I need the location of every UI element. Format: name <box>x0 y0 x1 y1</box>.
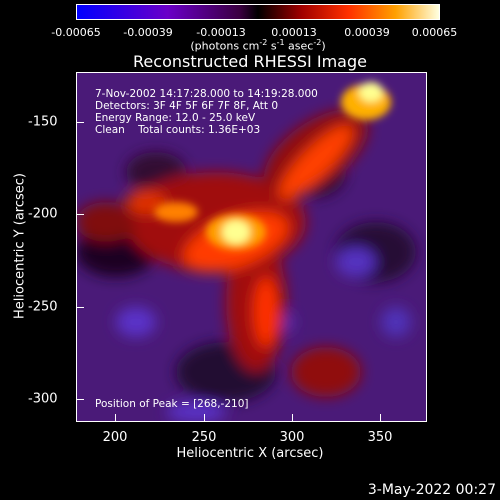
x-tick-label: 300 <box>279 430 305 445</box>
colorbar-tick-label: -0.00065 <box>51 26 101 39</box>
y-tick <box>76 214 84 215</box>
y-tick-label: -300 <box>28 391 58 407</box>
y-tick <box>76 307 84 308</box>
clean-counts-text: Clean Total counts: 1.36E+03 <box>95 124 261 136</box>
x-tick <box>380 414 381 422</box>
colorbar <box>76 4 440 20</box>
colorbar-tick-label: 0.00013 <box>271 26 317 39</box>
x-tick <box>292 414 293 422</box>
datestamp: 3-May-2022 00:27 <box>367 482 496 498</box>
x-axis-label: Heliocentric X (arcsec) <box>176 446 324 461</box>
rhessi-image <box>76 72 427 422</box>
peak-position-text: Position of Peak = [268,-210] <box>95 398 249 410</box>
x-tick-label: 350 <box>367 430 393 445</box>
energy-range-text: Energy Range: 12.0 - 25.0 keV <box>95 112 256 124</box>
colorbar-tick-label: -0.00039 <box>123 26 173 39</box>
x-tick-label: 250 <box>191 430 217 445</box>
y-tick <box>76 122 84 123</box>
colorbar-tick-label: 0.00039 <box>344 26 390 39</box>
y-axis-label: Heliocentric Y (arcsec) <box>12 173 28 319</box>
detectors-text: Detectors: 3F 4F 5F 6F 7F 8F, Att 0 <box>95 100 279 112</box>
y-tick-label: -200 <box>28 206 58 222</box>
colorbar-tick-label: -0.00013 <box>196 26 246 39</box>
x-tick <box>204 414 205 422</box>
y-tick-label: -150 <box>28 114 58 130</box>
x-tick <box>115 414 116 422</box>
plot-title: Reconstructed RHESSI Image <box>133 52 367 71</box>
colorbar-tick-label: 0.00065 <box>411 26 458 39</box>
y-tick-label: -250 <box>28 299 58 315</box>
time-range-text: 7-Nov-2002 14:17:28.000 to 14:19:28.000 <box>95 88 318 100</box>
x-tick-label: 200 <box>102 430 128 445</box>
colorbar-units: (photons cm-2 s-1 asec-2) <box>190 38 326 53</box>
y-tick <box>76 399 84 400</box>
